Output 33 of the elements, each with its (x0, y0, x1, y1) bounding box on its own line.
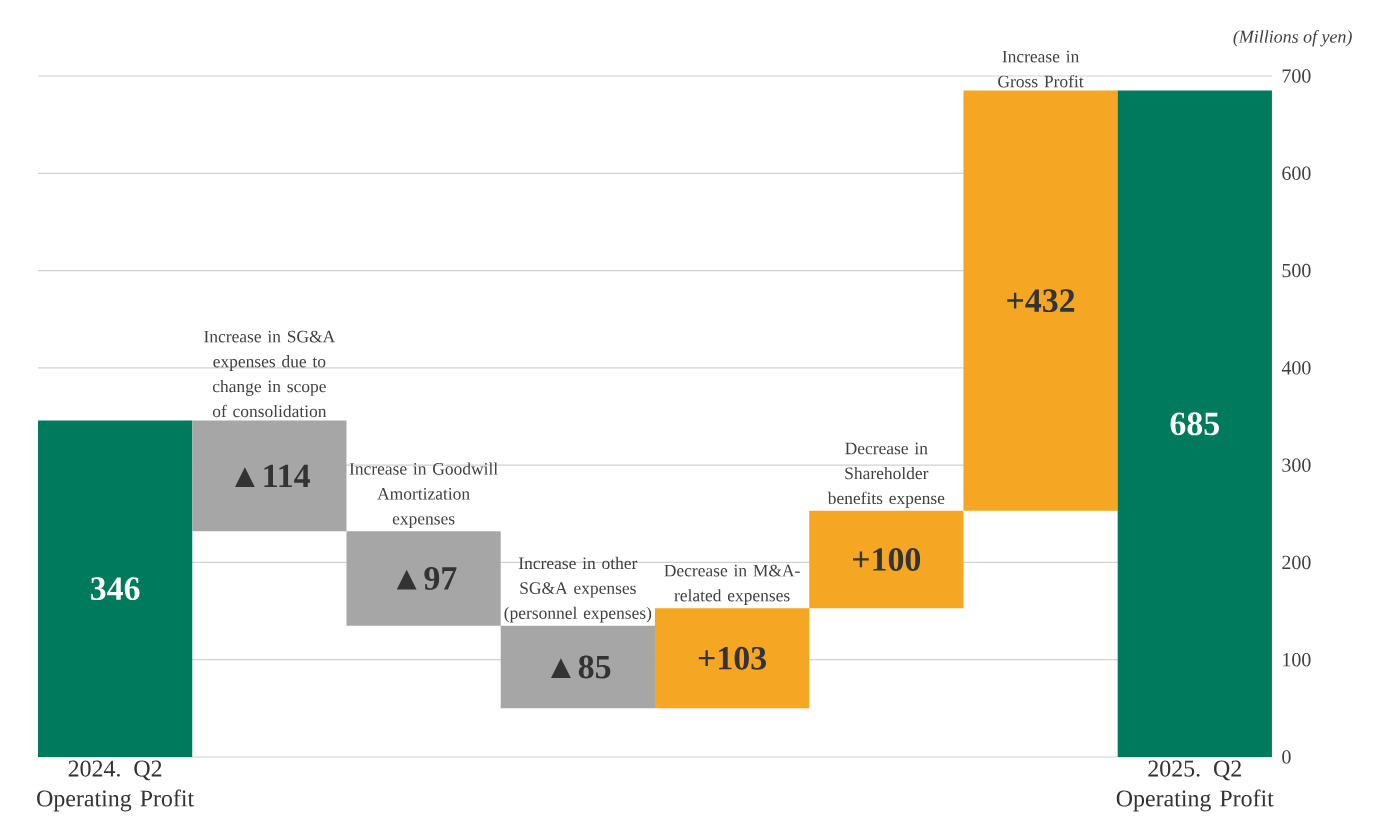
x-tick-label: Increase in Goodwill Amortization expenses (349, 462, 498, 529)
bar (654, 608, 810, 709)
x-tick-label: Increase in Gross Profit (998, 50, 1084, 88)
bar (500, 625, 655, 709)
data-label: +103 (698, 646, 766, 670)
bar (192, 420, 347, 532)
y-tick-label: 100 (1283, 652, 1311, 667)
data-label: ▲85 (550, 655, 611, 679)
y-tick-label: 400 (1281, 361, 1311, 375)
bar (38, 420, 193, 757)
x-tick-label: 2024. Q2 Operating Profit (37, 760, 194, 812)
bar (963, 90, 1118, 511)
y-tick-label: 200 (1282, 555, 1311, 570)
x-tick-label: 2025. Q2 Operating Profit (1116, 760, 1274, 812)
data-label: +100 (853, 548, 921, 571)
bar (346, 531, 501, 626)
x-tick-label: Increase in other SG&A expenses (personnel expenses) (504, 556, 652, 623)
data-label: ▲114 (234, 464, 310, 488)
data-label: ▲97 (396, 567, 457, 590)
y-tick-label: 300 (1282, 458, 1311, 472)
y-tick-label: 500 (1282, 263, 1311, 278)
y-tick-label: 0 (1282, 750, 1291, 764)
x-tick-label: Decrease in M&A-related expenses (664, 564, 800, 605)
data-label: 346 (91, 577, 140, 601)
x-tick-label: Increase in SG&A expenses due to change in scope of consolidation (204, 330, 336, 418)
bar (809, 510, 964, 609)
data-label: +432 (1007, 289, 1075, 313)
data-label: 685 (1170, 412, 1219, 436)
y-tick-label: 700 (1282, 69, 1311, 83)
x-tick-label: Decrease in Shareholder benefits expense (827, 442, 945, 508)
y-tick-label: 600 (1282, 166, 1311, 180)
bar (1117, 90, 1272, 757)
y-axis-title: (Millions of yen) (1233, 29, 1352, 47)
